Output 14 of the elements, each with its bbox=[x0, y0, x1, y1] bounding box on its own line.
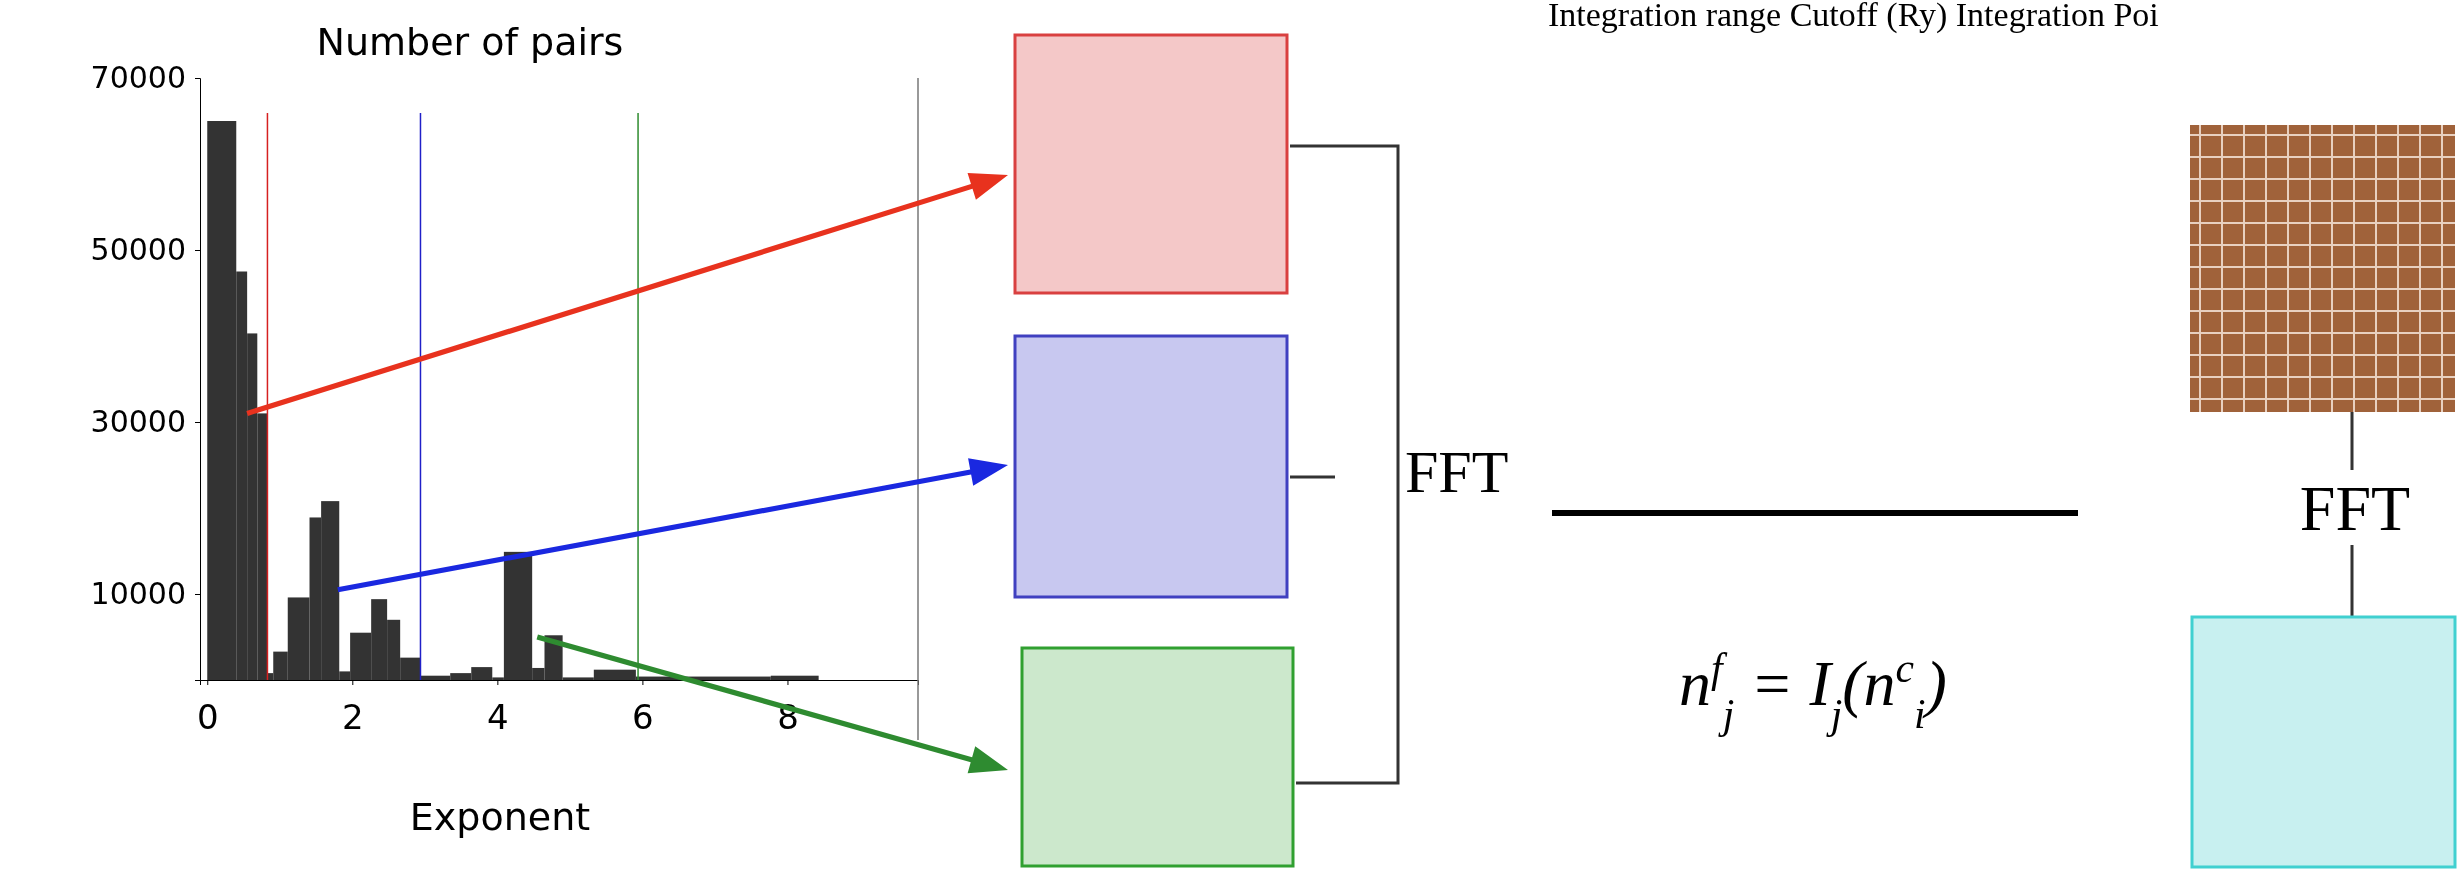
x-tick-label: 0 bbox=[196, 696, 219, 737]
x-axis-title: Exponent bbox=[409, 795, 591, 839]
x-tick-label: 2 bbox=[341, 696, 364, 737]
text: n$^{f}$$_{j}$ = I$_{j}$(n$^{c}$$_{i}$) bbox=[1679, 645, 1947, 737]
y-tick-label: 10000 bbox=[90, 576, 186, 612]
text: FFT bbox=[1405, 439, 1509, 505]
x-tick-label: 6 bbox=[632, 696, 654, 737]
text: Integration range Cutoff (Ry) Integration Poi bbox=[1548, 0, 2159, 34]
y-axis-title: Number of pairs bbox=[316, 20, 624, 64]
y-tick-label: 70000 bbox=[90, 60, 186, 96]
y-tick-label: 50000 bbox=[90, 232, 186, 268]
text: FFT bbox=[2299, 473, 2411, 544]
x-tick-label: 4 bbox=[487, 696, 509, 737]
y-tick-label: 30000 bbox=[90, 404, 186, 440]
